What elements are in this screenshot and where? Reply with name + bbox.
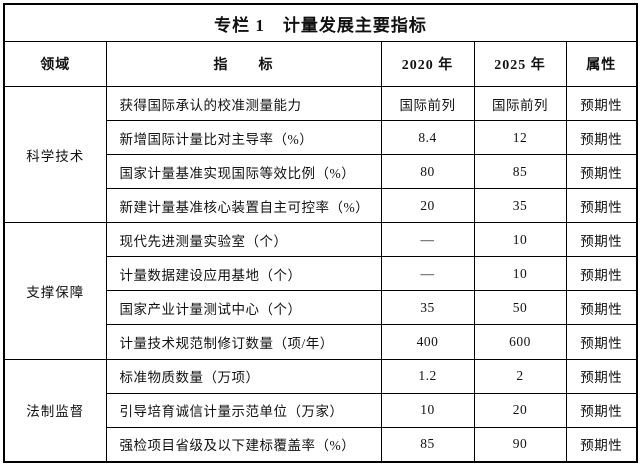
group-label-support: 支撑保障 bbox=[3, 222, 107, 360]
attribute-cell: 预期性 bbox=[565, 154, 638, 190]
table-row: 计量数据建设应用基地（个） — 10 预期性 bbox=[4, 256, 638, 292]
value-2020-cell: 1.2 bbox=[380, 358, 475, 394]
indicator-cell: 国家计量基准实现国际等效比例（%） bbox=[105, 154, 382, 190]
col-header-indicator: 指 标 bbox=[105, 41, 382, 87]
table-row: 国家计量基准实现国际等效比例（%） 80 85 预期性 bbox=[4, 154, 638, 190]
table-row: 法制监督 标准物质数量（万项） 1.2 2 预期性 bbox=[3, 358, 638, 463]
value-2020-cell: 400 bbox=[380, 324, 475, 360]
value-2020-cell: — bbox=[380, 222, 475, 258]
col-header-2020: 2020 年 bbox=[380, 41, 475, 87]
indicator-cell: 强检项目省级及以下建标覆盖率（%） bbox=[105, 426, 382, 463]
indicator-cell: 获得国际承认的校准测量能力 bbox=[105, 85, 382, 122]
value-2020-cell: 20 bbox=[380, 188, 475, 224]
table-row: 计量技术规范制修订数量（项/年） 400 600 预期性 bbox=[4, 324, 638, 360]
indicator-cell: 计量数据建设应用基地（个） bbox=[105, 256, 382, 292]
indicator-cell: 现代先进测量实验室（个） bbox=[105, 222, 382, 258]
attribute-cell: 预期性 bbox=[565, 358, 638, 394]
value-2025-cell: 90 bbox=[473, 426, 567, 463]
header-row: 领域 指 标 2020 年 2025 年 属性 bbox=[3, 41, 638, 87]
attribute-cell: 预期性 bbox=[565, 120, 638, 156]
value-2020-cell: 10 bbox=[380, 392, 475, 428]
indicator-cell: 国家产业计量测试中心（个） bbox=[105, 290, 382, 326]
value-2025-cell: 35 bbox=[473, 188, 567, 224]
value-2025-cell: 国际前列 bbox=[473, 85, 567, 122]
value-2025-cell: 10 bbox=[473, 256, 567, 292]
indicator-cell: 新建计量基准核心装置自主可控率（%） bbox=[105, 188, 382, 224]
value-2025-cell: 10 bbox=[473, 222, 567, 258]
attribute-cell: 预期性 bbox=[565, 426, 638, 463]
table-row: 新建计量基准核心装置自主可控率（%） 20 35 预期性 bbox=[4, 188, 638, 224]
value-2025-cell: 2 bbox=[473, 358, 567, 394]
attribute-cell: 预期性 bbox=[565, 290, 638, 326]
attribute-cell: 预期性 bbox=[565, 392, 638, 428]
attribute-cell: 预期性 bbox=[565, 85, 638, 122]
value-2020-cell: 国际前列 bbox=[380, 85, 475, 122]
indicators-table: 专栏 1 计量发展主要指标 领域 指 标 2020 年 2025 年 属性 科学… bbox=[3, 3, 639, 463]
table-row: 国家产业计量测试中心（个） 35 50 预期性 bbox=[4, 290, 638, 326]
table-row: 科学技术 获得国际承认的校准测量能力 国际前列 国际前列 预期性 bbox=[3, 85, 638, 224]
value-2025-cell: 600 bbox=[473, 324, 567, 360]
indicator-cell: 计量技术规范制修订数量（项/年） bbox=[105, 324, 382, 360]
col-header-2025: 2025 年 bbox=[473, 41, 567, 87]
table-row: 新增国际计量比对主导率（%） 8.4 12 预期性 bbox=[4, 120, 638, 156]
value-2020-cell: 8.4 bbox=[380, 120, 475, 156]
table-row: 支撑保障 现代先进测量实验室（个） — 10 预期性 bbox=[3, 222, 638, 360]
group-label-legal: 法制监督 bbox=[3, 358, 107, 463]
table-title: 专栏 1 计量发展主要指标 bbox=[3, 3, 638, 42]
attribute-cell: 预期性 bbox=[565, 256, 638, 292]
value-2020-cell: 80 bbox=[380, 154, 475, 190]
indicator-cell: 标准物质数量（万项） bbox=[105, 358, 382, 394]
value-2025-cell: 50 bbox=[473, 290, 567, 326]
col-header-field: 领域 bbox=[3, 41, 107, 87]
attribute-cell: 预期性 bbox=[565, 324, 638, 360]
value-2020-cell: — bbox=[380, 256, 475, 292]
attribute-cell: 预期性 bbox=[565, 222, 638, 258]
indicator-cell: 新增国际计量比对主导率（%） bbox=[105, 120, 382, 156]
title-row: 专栏 1 计量发展主要指标 bbox=[3, 3, 638, 42]
indicator-cell: 引导培育诚信计量示范单位（万家） bbox=[105, 392, 382, 428]
col-header-attr: 属性 bbox=[565, 41, 638, 87]
table-row: 引导培育诚信计量示范单位（万家） 10 20 预期性 bbox=[4, 392, 638, 428]
group-label-science-tech: 科学技术 bbox=[3, 85, 107, 224]
value-2025-cell: 12 bbox=[473, 120, 567, 156]
table-row: 强检项目省级及以下建标覆盖率（%） 85 90 预期性 bbox=[4, 426, 638, 463]
value-2025-cell: 85 bbox=[473, 154, 567, 190]
value-2020-cell: 35 bbox=[380, 290, 475, 326]
value-2020-cell: 85 bbox=[380, 426, 475, 463]
attribute-cell: 预期性 bbox=[565, 188, 638, 224]
value-2025-cell: 20 bbox=[473, 392, 567, 428]
